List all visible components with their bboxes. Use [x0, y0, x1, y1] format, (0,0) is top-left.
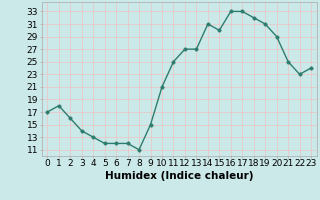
X-axis label: Humidex (Indice chaleur): Humidex (Indice chaleur) — [105, 171, 253, 181]
